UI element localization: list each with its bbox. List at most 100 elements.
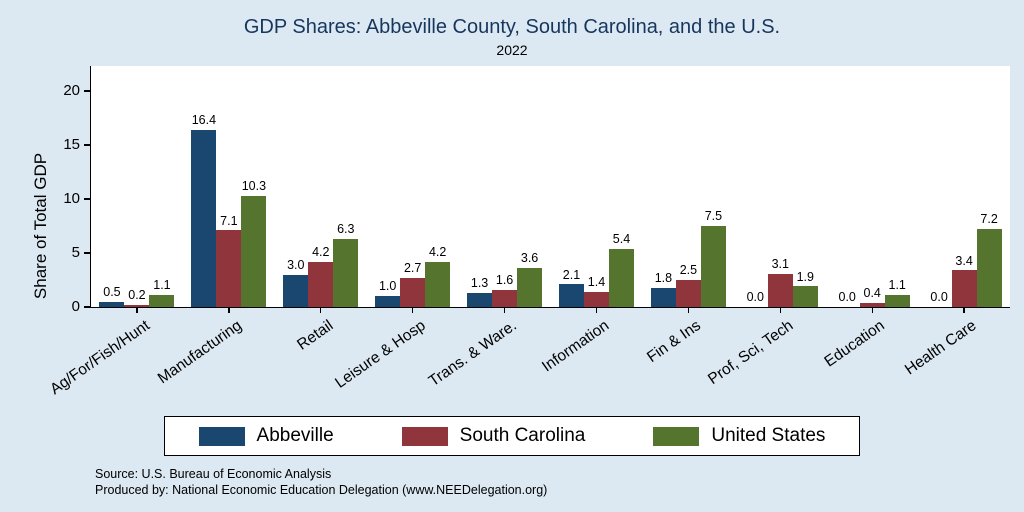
bar-group: 2.1 1.4 5.4: [551, 66, 643, 307]
bar-column: 2.7: [400, 261, 426, 307]
bar: [124, 304, 150, 307]
bar-value-label: 10.3: [241, 178, 267, 193]
bar-value-label: 0.2: [128, 288, 146, 303]
bar-column: 7.2: [976, 212, 1002, 307]
bar-value-label: 3.6: [520, 251, 539, 266]
bar-column: 1.0: [375, 279, 401, 307]
bar-group: 0.5 0.2 1.1: [91, 66, 183, 307]
bar-value-label: 2.7: [403, 261, 422, 276]
bar-value-label: 1.1: [153, 278, 171, 293]
chart-subtitle: 2022: [496, 42, 528, 58]
bar-value-label: 1.1: [888, 278, 906, 293]
x-tick-mark: [228, 307, 230, 313]
x-category-label: Information: [538, 317, 613, 376]
bar-value-label: 16.4: [191, 113, 217, 128]
bar: [149, 295, 175, 307]
x-tick-mark: [595, 307, 598, 313]
bar: [884, 295, 910, 307]
chart-body: Share of Total GDP 0.5 0.2 1.1 16.4 7.1 10.3 3…: [0, 66, 1024, 402]
bar: [375, 296, 401, 307]
bar-group: 16.4 7.1 10.3: [183, 66, 275, 307]
y-tick-label: 20: [63, 81, 80, 99]
x-category-label: Trans. & Ware.: [426, 317, 521, 391]
bar-value-label: 1.0: [378, 279, 397, 294]
bar-column: 0.2: [124, 288, 150, 307]
plot-area: 0.5 0.2 1.1 16.4 7.1 10.3 3.0 4.2 6.3 1.0 2.7 4.2 1.…: [47, 66, 1010, 398]
bar-column: 0.4: [859, 285, 885, 307]
bar: [675, 280, 701, 307]
legend-swatch: [401, 426, 448, 446]
bar: [308, 261, 334, 307]
y-tick-mark: [84, 90, 91, 92]
bar-group: 1.0 2.7 4.2: [367, 66, 459, 307]
legend-item: Abbeville: [198, 425, 334, 447]
y-tick-mark: [84, 144, 91, 146]
legend-label: United States: [711, 425, 826, 446]
bar-column: 16.4: [191, 113, 217, 307]
bar: [467, 292, 493, 307]
x-category-label: Fin & Ins: [644, 317, 705, 367]
legend-label: Abbeville: [256, 425, 334, 446]
bar: [792, 286, 818, 307]
bar-column: 1.6: [492, 272, 518, 307]
bar-group: 0.0 0.4 1.1: [826, 66, 918, 307]
bar: [191, 129, 217, 307]
bar-column: 2.1: [558, 267, 584, 307]
x-tick-mark: [963, 307, 965, 313]
bar: [517, 268, 543, 307]
bar-value-label: 2.1: [562, 267, 581, 282]
bar-column: 1.3: [467, 276, 493, 307]
legend-swatch: [653, 426, 700, 446]
bar: [99, 301, 125, 307]
bar-value-label: 2.5: [679, 263, 698, 278]
bar-value-label: 0.0: [746, 290, 764, 305]
bar-column: 3.6: [517, 251, 543, 307]
x-tick-mark: [136, 307, 138, 313]
bar-value-label: 4.2: [428, 244, 447, 259]
x-tick-mark: [503, 307, 506, 313]
legend: Abbeville South Carolina United States: [163, 416, 861, 456]
bar-value-label: 3.1: [771, 256, 789, 271]
bar-value-label: 5.4: [612, 231, 631, 246]
bar-value-label: 1.6: [495, 272, 514, 287]
bar-column: 5.4: [608, 231, 634, 307]
bar-group: 1.3 1.6 3.6: [459, 66, 551, 307]
bar-value-label: 1.9: [796, 269, 814, 284]
bar-value-label: 6.3: [337, 222, 355, 237]
bar-column: 7.5: [700, 209, 726, 307]
bar-value-label: 0.4: [863, 285, 881, 300]
bar-column: 7.1: [216, 214, 242, 307]
bar-column: 2.5: [675, 263, 701, 307]
bar: [608, 248, 634, 307]
x-category-label: Leisure & Hosp: [331, 317, 429, 392]
source-note: Source: U.S. Bureau of Economic Analysis: [95, 467, 332, 481]
x-axis-labels: Ag/For/Fish/Hunt Manufacturing Retail Leisu…: [47, 315, 1010, 407]
chart-title: GDP Shares: Abbeville County, South Caro…: [243, 16, 781, 38]
bar-value-label: 1.8: [654, 270, 673, 285]
bar: [241, 195, 267, 307]
bar-column: 3.4: [951, 254, 977, 307]
x-tick-mark: [779, 307, 781, 313]
x-category-label: Health Care: [902, 317, 980, 379]
bar-value-label: 4.2: [312, 244, 330, 259]
bar-column: 1.1: [884, 278, 910, 307]
x-tick-mark: [687, 307, 690, 313]
bar-value-label: 7.2: [980, 212, 998, 227]
bar-column: 0.0: [927, 290, 952, 307]
footer: Source: U.S. Bureau of Economic Analysis…: [95, 466, 1024, 499]
bar: [951, 270, 977, 307]
bar-value-label: 0.5: [103, 284, 121, 299]
y-tick-label: 0: [71, 298, 80, 315]
bar-value-label: 3.0: [287, 257, 305, 272]
x-category-label: Manufacturing: [154, 317, 245, 388]
bar: [216, 230, 242, 307]
bar-column: 0.0: [743, 290, 768, 307]
bar-value-label: 1.3: [470, 276, 489, 291]
bar-column: 4.2: [308, 244, 334, 307]
y-tick-label: 15: [63, 135, 80, 153]
bar: [333, 238, 359, 307]
x-category-label: Retail: [294, 317, 337, 354]
x-tick-mark: [412, 307, 414, 313]
bar-column: 1.1: [149, 278, 175, 307]
